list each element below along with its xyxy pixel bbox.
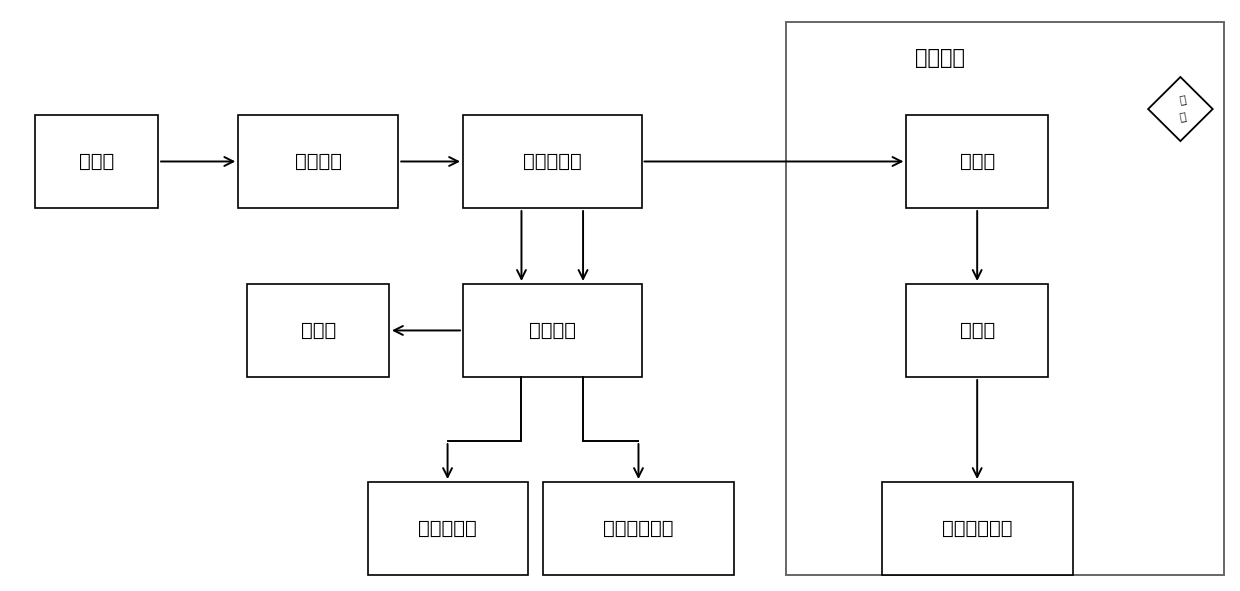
Text: 调制单元: 调制单元 [295, 152, 342, 171]
Bar [463, 284, 641, 377]
Bar [248, 284, 389, 377]
Bar [882, 482, 1073, 575]
Text: 待测件: 待测件 [960, 152, 994, 171]
Text: 功率放大器: 功率放大器 [523, 152, 582, 171]
Bar [906, 284, 1048, 377]
Bar [35, 115, 159, 208]
Text: 电: 电 [1179, 95, 1187, 106]
Text: 信号源: 信号源 [79, 152, 114, 171]
Bar [906, 115, 1048, 208]
Text: 峰值功率计二: 峰值功率计二 [942, 519, 1012, 538]
Bar [543, 482, 734, 575]
Text: 平均功率计: 平均功率计 [418, 519, 477, 538]
Text: 频谱仪: 频谱仪 [300, 321, 336, 340]
Text: 源: 源 [1179, 112, 1187, 124]
Text: 衰减器: 衰减器 [960, 321, 994, 340]
Bar [786, 22, 1224, 575]
Text: 真空环境: 真空环境 [915, 48, 965, 68]
Bar [463, 115, 641, 208]
Bar [238, 115, 398, 208]
Bar [367, 482, 528, 575]
Text: 调零单元: 调零单元 [528, 321, 575, 340]
Text: 峰值功率计二: 峰值功率计二 [603, 519, 673, 538]
Polygon shape [1148, 77, 1213, 141]
